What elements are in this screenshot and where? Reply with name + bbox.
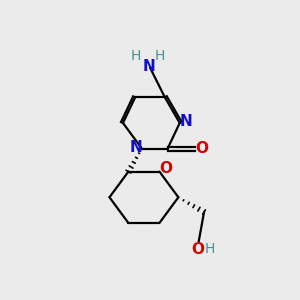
Text: H: H [131,49,141,63]
Text: N: N [130,140,142,155]
Text: O: O [196,141,208,156]
Text: O: O [159,161,172,176]
Text: H: H [155,49,166,63]
Text: H: H [205,242,215,256]
Text: N: N [142,59,155,74]
Text: O: O [191,242,204,257]
Text: N: N [179,114,192,129]
